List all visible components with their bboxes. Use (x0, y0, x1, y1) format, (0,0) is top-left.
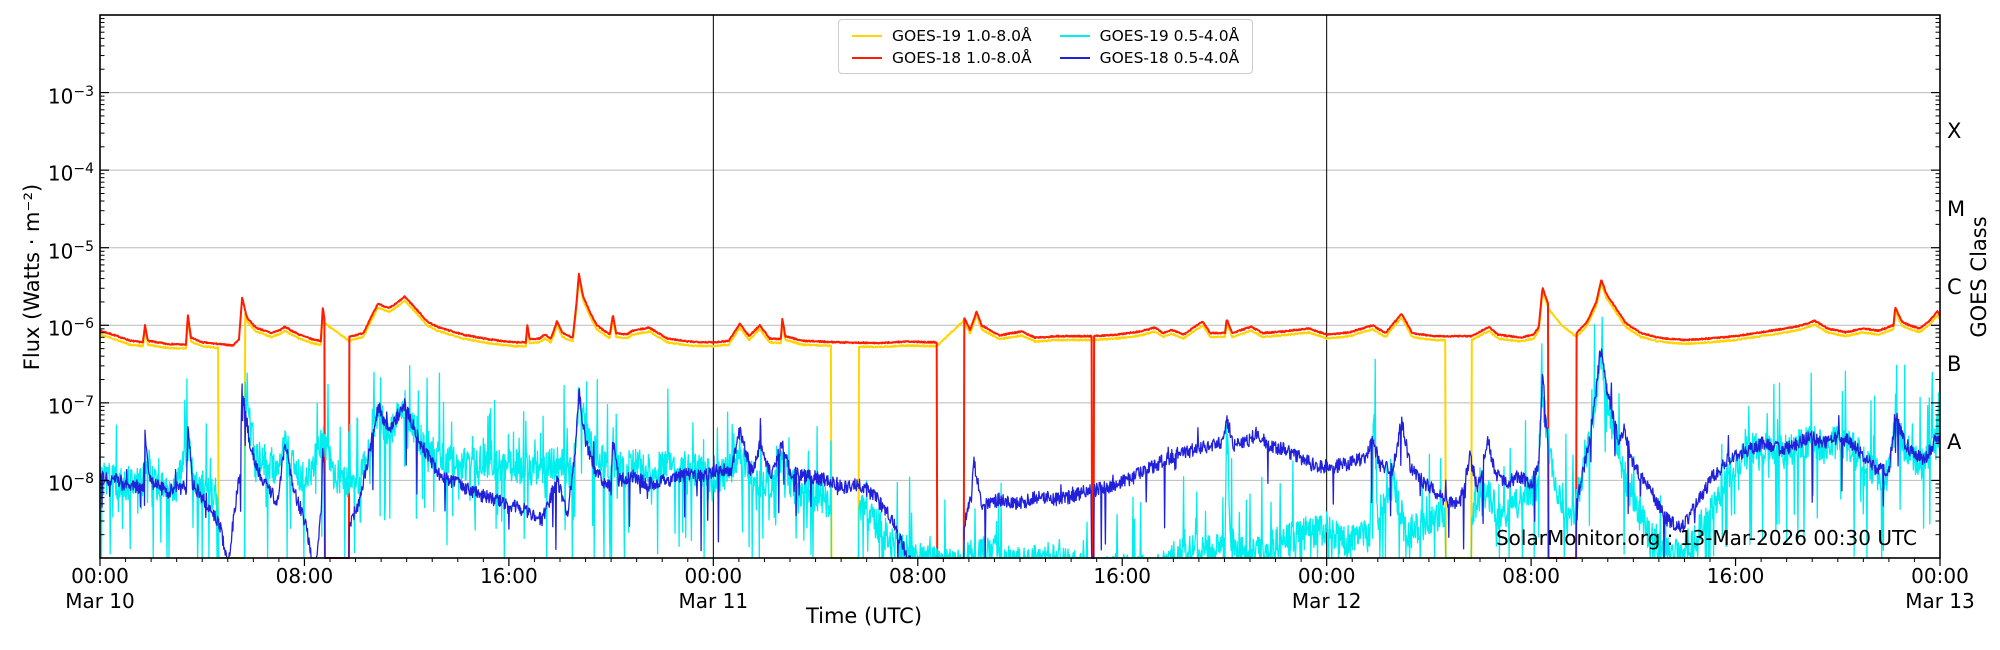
series-line-0 (99, 276, 1941, 559)
goes-class-label-m: M (1947, 196, 1966, 221)
legend-item-goes18-short: GOES-18 0.5-4.0Å (1059, 49, 1240, 67)
x-tick-label: 00:00 Mar 13 (1870, 564, 2000, 614)
x-tick-time: 08:00 (1502, 564, 1560, 588)
goes-class-label-c: C (1947, 274, 1962, 299)
y-tick-label: 10−6 (47, 316, 94, 341)
x-tick-time: 08:00 (275, 564, 334, 588)
legend-line-goes19-long-icon (852, 35, 882, 37)
legend-label-goes18-long: GOES-18 1.0-8.0Å (892, 49, 1032, 67)
x-tick-time: 00:00 (1911, 564, 1969, 588)
x-tick-time: 00:00 (71, 564, 129, 588)
legend-item-goes18-long: GOES-18 1.0-8.0Å (852, 49, 1032, 67)
x-tick-time: 16:00 (480, 564, 538, 588)
y-tick-label: 10−4 (47, 161, 94, 186)
legend-label-goes19-long: GOES-19 1.0-8.0Å (892, 27, 1032, 45)
goes-class-label-x: X (1947, 119, 1962, 144)
series-line-1 (99, 272, 1941, 559)
y-tick-label: 10−8 (47, 471, 94, 497)
legend-item-goes19-short: GOES-19 0.5-4.0Å (1059, 27, 1240, 45)
x-tick-date: Mar 12 (1291, 589, 1362, 613)
y-tick-label: 10−5 (47, 238, 94, 264)
legend-line-goes18-long-icon (852, 57, 882, 59)
x-axis-label: Time (UTC) (805, 604, 923, 628)
x-tick-date: Mar 11 (678, 589, 749, 613)
goes-class-label-b: B (1947, 352, 1962, 377)
x-tick-date: Mar 13 (1905, 589, 1975, 613)
x-tick-label: 08:00 (848, 564, 988, 589)
x-tick-time: 08:00 (888, 564, 947, 588)
legend-line-goes19-short-icon (1059, 35, 1090, 37)
x-tick-time: 16:00 (1706, 564, 1765, 588)
x-tick-label: 16:00 (1052, 564, 1192, 589)
legend-line-goes18-short-icon (1059, 57, 1090, 59)
x-tick-time: 16:00 (1093, 564, 1152, 588)
goes-class-label-a: A (1947, 429, 1962, 454)
legend-item-goes19-long: GOES-19 1.0-8.0Å (852, 27, 1032, 45)
x-tick-label: 08:00 (1461, 564, 1601, 589)
y-tick-label: 10−3 (47, 83, 94, 109)
plot-border (99, 14, 1941, 559)
x-tick-label: 00:00 Mar 11 (643, 564, 783, 614)
x-tick-label: 16:00 (439, 564, 579, 589)
x-tick-label: 08:00 (234, 564, 374, 589)
legend-label-goes18-short: GOES-18 0.5-4.0Å (1099, 49, 1240, 67)
right-axis-label: GOES Class (1967, 216, 1991, 338)
watermark-text: SolarMonitor.org : 13-Mar-2026 00:30 UTC (1495, 526, 1917, 550)
x-tick-label: 16:00 (1666, 564, 1806, 589)
x-tick-label: 00:00 Mar 10 (30, 564, 170, 614)
x-tick-date: Mar 10 (65, 589, 135, 613)
series-line-3 (99, 348, 1941, 559)
x-tick-time: 00:00 (684, 564, 743, 588)
x-tick-time: 00:00 (1297, 564, 1356, 588)
x-tick-label: 00:00 Mar 12 (1257, 564, 1397, 614)
y-tick-label: 10−7 (47, 393, 94, 419)
legend-label-goes19-short: GOES-19 0.5-4.0Å (1099, 27, 1240, 45)
legend: GOES-19 1.0-8.0Å GOES-18 1.0-8.0Å GOES-1… (838, 19, 1254, 74)
